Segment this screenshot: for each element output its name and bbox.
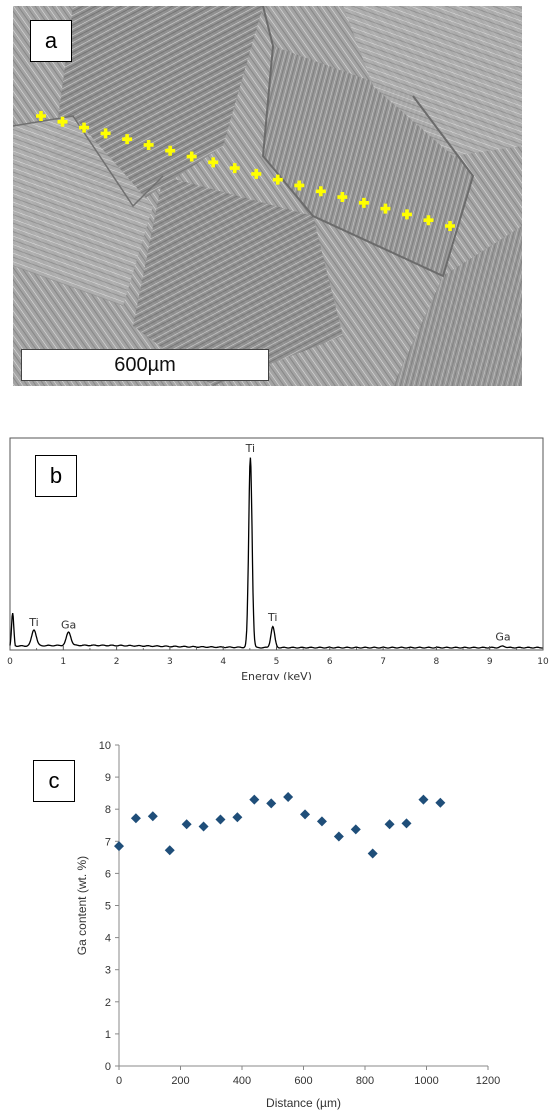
analysis-point-marker (36, 111, 46, 121)
data-point (130, 813, 141, 824)
x-tick-label: 8 (434, 657, 440, 667)
y-tick-label: 8 (105, 804, 111, 816)
analysis-point-marker (423, 215, 434, 226)
x-tick-label: 600 (294, 1075, 312, 1087)
analysis-point-markers (36, 111, 456, 231)
x-tick-label: 400 (233, 1075, 251, 1087)
data-point (147, 811, 158, 822)
analysis-point-marker (100, 128, 111, 139)
analysis-point-marker (143, 139, 154, 150)
analysis-point-marker (79, 122, 90, 133)
peak-label: Ti (245, 442, 255, 455)
analysis-point-marker (229, 163, 240, 174)
y-tick-label: 6 (105, 868, 111, 880)
x-tick-label: 6 (327, 657, 333, 667)
analysis-point-marker (208, 157, 219, 168)
analysis-point-marker (272, 174, 283, 185)
analysis-point-marker (122, 134, 133, 145)
data-point (435, 797, 446, 808)
data-point (114, 841, 124, 852)
data-point (316, 816, 327, 827)
y-tick-label: 4 (105, 933, 111, 945)
x-tick-label: 4 (220, 657, 226, 667)
ga-content-scatter-chart: 0 1 2 3 4 5 6 7 8 9 10 0 200 400 600 800 1000 1200 Distanc… (75, 740, 500, 1110)
x-tick-label: 7 (380, 657, 386, 667)
x-tick-label: 10 (537, 657, 549, 667)
data-point (232, 812, 243, 823)
x-tick-label: 0 (116, 1075, 122, 1087)
panel-label-a: a (30, 20, 72, 62)
analysis-point-marker (445, 221, 456, 231)
x-tick-label: 1 (60, 657, 66, 667)
data-point (367, 848, 378, 859)
x-tick-label: 1200 (476, 1075, 500, 1087)
data-point (283, 792, 294, 803)
x-tick-label: 800 (356, 1075, 374, 1087)
data-point (384, 819, 395, 830)
y-tick-label: 2 (105, 997, 111, 1009)
spectrum-line (9, 457, 544, 649)
analysis-point-marker (294, 180, 305, 191)
peak-label: Ti (267, 611, 277, 624)
eds-spectrum-chart: Ti Ga Ti Ti Ga 0 1 2 3 4 5 6 7 8 9 10 Energy (keV) (7, 437, 549, 680)
x-tick-label: 2 (114, 657, 120, 667)
peak-label: Ga (61, 619, 76, 632)
micrograph-panel: 600µm a (13, 6, 522, 386)
data-point (198, 821, 209, 832)
y-tick-label: 5 (105, 901, 111, 913)
y-axis-label: Ga content (wt. %) (75, 856, 89, 955)
data-point (350, 824, 361, 835)
peak-label: Ti (28, 616, 38, 629)
data-point (300, 809, 311, 820)
data-point (164, 845, 175, 856)
x-tick-label: 1000 (414, 1075, 438, 1087)
analysis-point-marker (380, 203, 391, 214)
x-tick-label: 0 (7, 657, 13, 667)
x-tick-label: 3 (167, 657, 173, 667)
analysis-point-marker (165, 145, 176, 156)
y-tick-label: 3 (105, 965, 111, 977)
data-point (181, 819, 192, 830)
x-axis-label: Distance (µm) (266, 1096, 341, 1110)
data-point (418, 794, 429, 805)
peak-label: Ga (495, 630, 510, 643)
x-tick-label: 9 (487, 657, 493, 667)
scale-bar: 600µm (21, 349, 269, 381)
analysis-point-marker (315, 186, 326, 197)
y-tick-label: 9 (105, 772, 111, 784)
y-tick-label: 10 (99, 740, 111, 752)
panel-label-b: b (35, 455, 77, 497)
y-tick-label: 1 (105, 1029, 111, 1041)
data-point (266, 798, 277, 809)
x-tick-label: 200 (171, 1075, 189, 1087)
x-axis-label: Energy (keV) (241, 670, 312, 680)
analysis-point-marker (186, 151, 197, 162)
analysis-point-marker (358, 197, 369, 208)
analysis-point-marker (401, 209, 412, 220)
eds-spectrum-panel: Ti Ga Ti Ti Ga 0 1 2 3 4 5 6 7 8 9 10 Energy (keV) b (0, 420, 550, 680)
data-point (249, 794, 260, 805)
data-point (333, 831, 344, 842)
sem-micrograph-image (13, 6, 522, 386)
analysis-point-marker (337, 192, 348, 203)
analysis-point-marker (57, 116, 68, 127)
ga-content-panel: 0 1 2 3 4 5 6 7 8 9 10 0 200 400 600 800 1000 1200 Distanc… (0, 735, 550, 1119)
data-point (401, 818, 412, 829)
panel-label-c: c (33, 760, 75, 802)
data-point (215, 814, 226, 825)
y-tick-label: 7 (105, 836, 111, 848)
y-tick-label: 0 (105, 1061, 111, 1073)
x-tick-label: 5 (274, 657, 280, 667)
analysis-point-marker (251, 168, 262, 179)
